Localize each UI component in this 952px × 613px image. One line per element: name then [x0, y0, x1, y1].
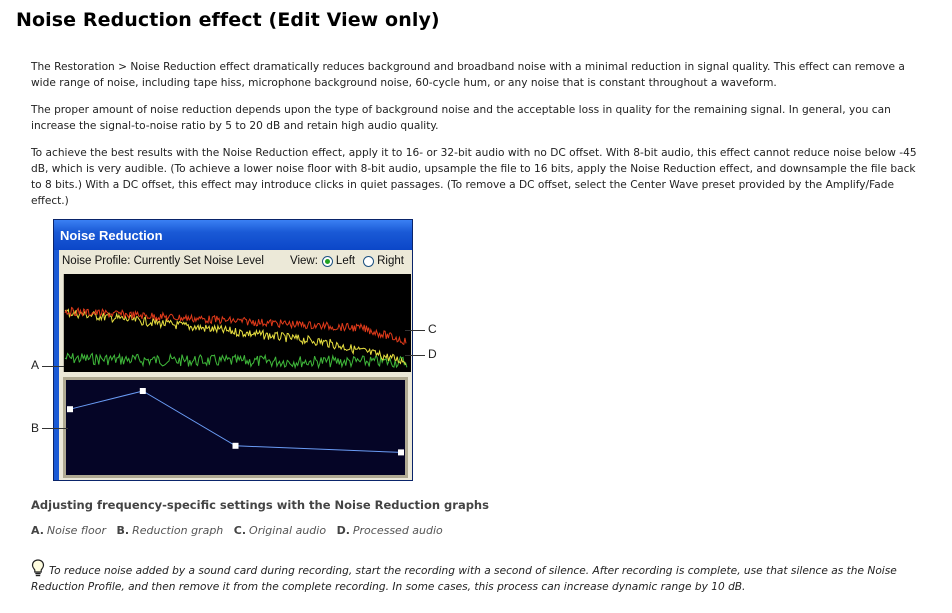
legend-text-b: Reduction graph [132, 524, 224, 537]
reduction-graph[interactable] [66, 380, 405, 475]
view-left-radio[interactable] [321, 255, 333, 267]
noise-spectrum-display [62, 274, 411, 372]
figure-caption: Adjusting frequency-specific settings wi… [31, 498, 489, 512]
spectrum-graph [62, 274, 408, 372]
tip-text: To reduce noise added by a sound card du… [31, 565, 897, 593]
legend-text-a: Noise floor [46, 524, 107, 537]
dialog-title-bar[interactable]: Noise Reduction [54, 220, 412, 250]
legend-key-d: D. [336, 524, 350, 537]
view-selector: View: Left Right [290, 255, 404, 267]
processed-audio-trace [64, 308, 407, 366]
figure-legend: A. Noise floor B. Reduction graph C. Origin… [31, 524, 443, 537]
callout-d: D [428, 347, 437, 361]
reduction-control-point-4[interactable] [398, 449, 404, 456]
noise-amount-paragraph: The proper amount of noise reduction dep… [31, 104, 891, 132]
original-audio-trace [64, 306, 407, 346]
reduction-control-point-2[interactable] [139, 388, 146, 394]
callout-a: A [31, 358, 40, 372]
legend-key-c: C. [233, 524, 247, 537]
view-right-label[interactable]: Right [377, 255, 404, 267]
callout-b: B [31, 421, 40, 435]
callout-b-leader [42, 428, 68, 429]
legend-text-c: Original audio [249, 524, 327, 537]
intro-paragraph: The Restoration > Noise Reduction effect… [31, 61, 905, 89]
noise-floor-trace [64, 352, 408, 370]
noise-profile-label: Noise Profile: Currently Set Noise Level [62, 255, 264, 267]
legend-key-a: A. [31, 524, 44, 537]
legend-key-b: B. [116, 524, 130, 537]
reduction-curve [69, 390, 402, 453]
lightbulb-icon [31, 559, 45, 577]
page-title: Noise Reduction effect (Edit View only) [16, 9, 440, 31]
dialog-left-border [54, 250, 59, 480]
callout-a-leader [42, 366, 64, 367]
view-left-label[interactable]: Left [335, 255, 356, 267]
callout-c-leader [405, 330, 425, 331]
callout-c: C [428, 322, 437, 336]
best-results-paragraph: To achieve the best results with the Noi… [31, 147, 917, 207]
reduction-graph-panel[interactable] [63, 377, 408, 478]
reduction-control-point-3[interactable] [232, 442, 239, 449]
legend-text-d: Processed audio [352, 524, 443, 537]
callout-d-leader [405, 355, 425, 356]
view-right-radio[interactable] [363, 255, 375, 267]
reduction-control-point-1[interactable] [67, 406, 73, 413]
view-label: View: [290, 255, 318, 267]
